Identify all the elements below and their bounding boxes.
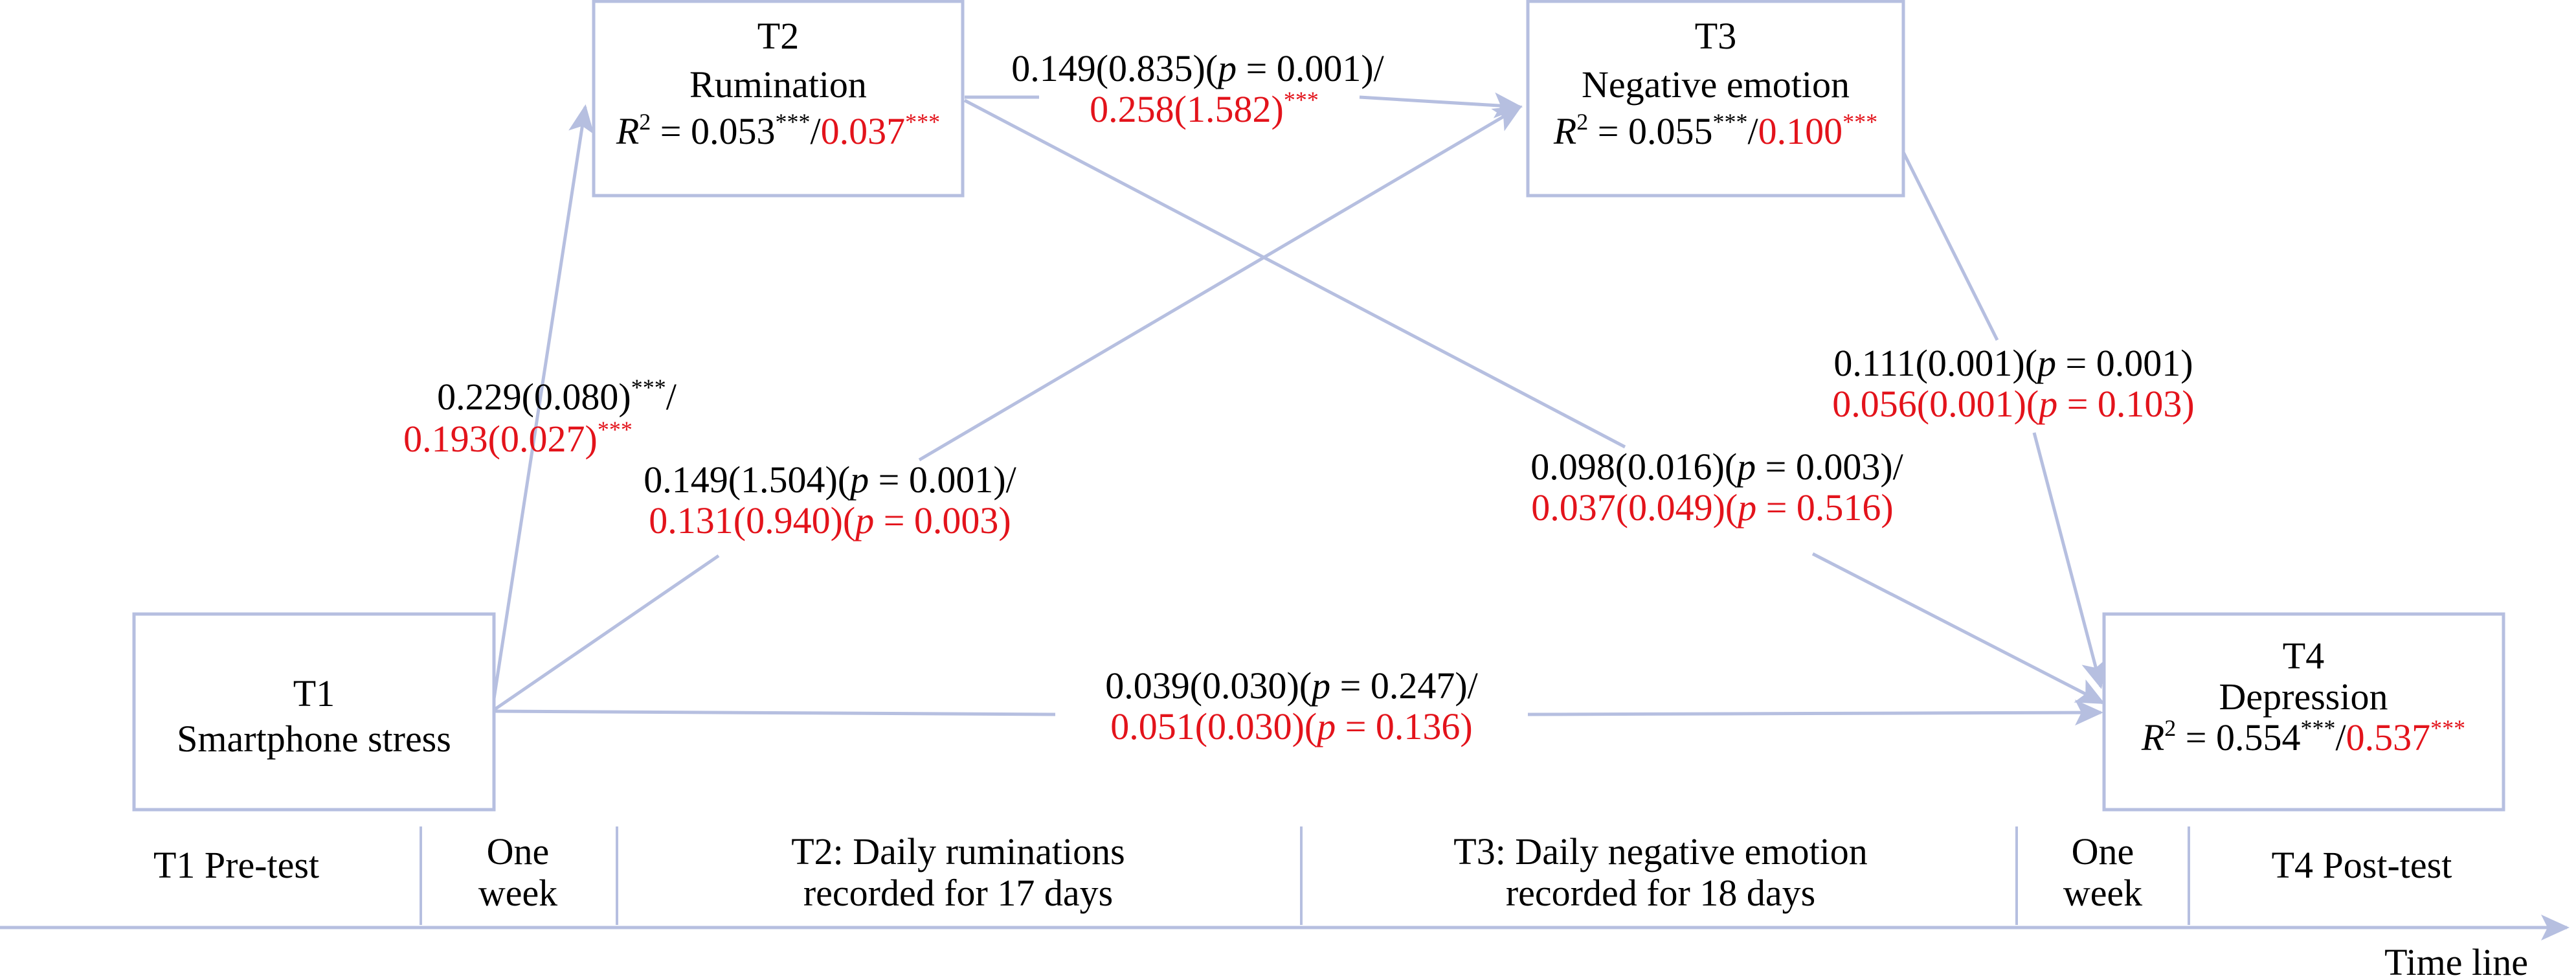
timeline-seg-1: T1 Pre-test — [153, 844, 319, 886]
arrow-t1-t2 — [490, 104, 594, 712]
node-t2-name: Rumination — [689, 63, 867, 106]
node-t2-rumination: T2 Rumination R2 = 0.053***/0.037*** — [592, 0, 965, 198]
timeline-seg-4-line2: recorded for 18 days — [1506, 872, 1815, 914]
path-t2-t4-black: 0.098(0.016)(p = 0.003)/ — [1530, 446, 1903, 488]
path-t3-t4-black: 0.111(0.001)(p = 0.001) — [1833, 342, 2193, 384]
path-label-t1-t4: 0.039(0.030)(p = 0.247)/ 0.051(0.030)(p … — [1105, 665, 1478, 747]
arrow-t3-t4-seg2 — [2032, 432, 2107, 689]
node-t3-name: Negative emotion — [1582, 63, 1850, 106]
node-t2-r2: R2 = 0.053***/0.037*** — [616, 109, 940, 152]
node-t2-id: T2 — [757, 15, 799, 57]
path-t1-t3-black: 0.149(1.504)(p = 0.001)/ — [644, 459, 1016, 501]
arrow-t1-t3-seg1 — [491, 554, 720, 713]
arrow-t2-t4-seg2 — [1811, 552, 2105, 705]
timeline-seg-3-line1: T2: Daily ruminations — [791, 830, 1125, 872]
path-t2-t4-red: 0.037(0.049)(p = 0.516) — [1531, 486, 1893, 529]
timeline-seg-4-line1: T3: Daily negative emotion — [1453, 830, 1867, 872]
path-t3-t4-red: 0.056(0.001)(p = 0.103) — [1832, 383, 2194, 425]
path-t1-t4-red: 0.051(0.030)(p = 0.136) — [1110, 705, 1472, 747]
path-t1-t3-red: 0.131(0.940)(p = 0.003) — [649, 499, 1011, 541]
node-t3-r2: R2 = 0.055***/0.100*** — [1553, 109, 1877, 152]
path-t2-t3-black: 0.149(0.835)(p = 0.001)/ — [1011, 47, 1384, 89]
node-t4-name: Depression — [2219, 676, 2388, 718]
path-label-t2-t4: 0.098(0.016)(p = 0.003)/ 0.037(0.049)(p … — [1530, 446, 1903, 529]
timeline-seg-6: T4 Post-test — [2272, 844, 2452, 886]
timeline: T1 Pre-test One week T2: Daily ruminatio… — [0, 826, 2570, 980]
timeline-seg-5-line2: week — [2063, 872, 2142, 914]
node-t4-depression: T4 Depression R2 = 0.554***/0.537*** — [2102, 612, 2505, 812]
arrow-t2-t4-seg1 — [963, 98, 1626, 449]
node-t3-id: T3 — [1695, 15, 1736, 57]
arrow-t2-t3-seg2 — [1359, 92, 1523, 119]
arrow-t1-t3-seg2 — [918, 105, 1523, 462]
path-t1-t4-black: 0.039(0.030)(p = 0.247)/ — [1105, 665, 1478, 707]
arrow-t1-t4-seg1 — [491, 709, 1056, 716]
path-label-t1-t2: 0.229(0.080)***/ 0.193(0.027)*** — [403, 374, 677, 460]
timeline-seg-2-line1: One — [487, 830, 550, 872]
arrow-t3-t4-seg1 — [1901, 151, 1999, 341]
node-t1-id: T1 — [293, 672, 335, 714]
path-label-t2-t3: 0.149(0.835)(p = 0.001)/ 0.258(1.582)*** — [1011, 47, 1384, 130]
path-t1-t2-black: 0.229(0.080)***/ — [437, 374, 677, 418]
arrow-t1-t4-seg2 — [1527, 700, 2103, 726]
node-t3-negative-emotion: T3 Negative emotion R2 = 0.055***/0.100*… — [1526, 0, 1905, 198]
node-t4-id: T4 — [2283, 635, 2324, 677]
node-t4-r2: R2 = 0.554***/0.537*** — [2141, 715, 2465, 758]
node-t1-name: Smartphone stress — [177, 718, 451, 760]
node-t1-smartphone-stress: T1 Smartphone stress — [132, 612, 496, 812]
path-t2-t3-red: 0.258(1.582)*** — [1090, 87, 1319, 130]
timeline-seg-3-line2: recorded for 17 days — [803, 872, 1113, 914]
timeline-axis-label: Time line — [2384, 941, 2528, 980]
timeline-seg-5-line1: One — [2072, 830, 2134, 872]
path-label-t1-t3: 0.149(1.504)(p = 0.001)/ 0.131(0.940)(p … — [644, 459, 1016, 541]
path-t1-t2-red: 0.193(0.027)*** — [403, 416, 633, 460]
timeline-seg-2-line2: week — [478, 872, 557, 914]
path-label-t3-t4: 0.111(0.001)(p = 0.001) 0.056(0.001)(p =… — [1832, 342, 2194, 425]
